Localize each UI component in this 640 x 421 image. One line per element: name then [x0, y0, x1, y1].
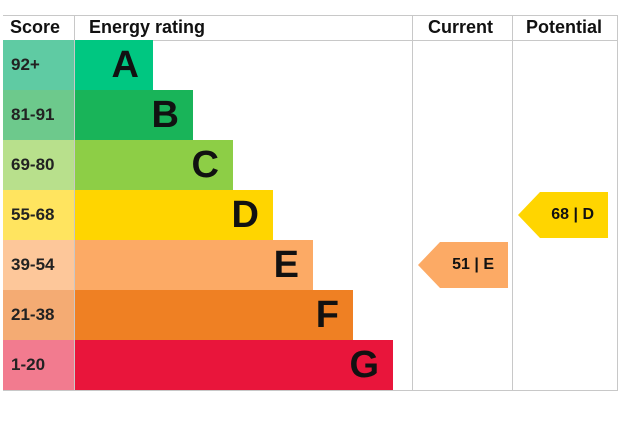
rating-letter-b: B: [151, 94, 179, 136]
current-rating-indicator-label: 51 | E: [452, 256, 494, 273]
rating-bar-g: G: [75, 340, 393, 390]
grid-line-header: [3, 40, 618, 41]
potential-rating-indicator-label: 68 | D: [551, 206, 594, 223]
score-cell-d: 55-68: [3, 190, 74, 240]
rating-bar-d: D: [75, 190, 273, 240]
rating-letter-f: F: [315, 294, 339, 336]
grid-line-top: [3, 15, 618, 16]
rating-bar-c: C: [75, 140, 233, 190]
score-cell-b: 81-91: [3, 90, 74, 140]
header-energy-rating: Energy rating: [89, 17, 206, 37]
score-cell-a: 92+: [3, 40, 74, 90]
score-cell-e: 39-54: [3, 240, 74, 290]
rating-bar-f: F: [75, 290, 353, 340]
header-score: Score: [10, 17, 61, 37]
grid-line-right: [617, 15, 618, 391]
potential-rating-indicator: 68 | D: [518, 192, 608, 238]
rating-bar-e: E: [75, 240, 313, 290]
rating-bar-b: B: [75, 90, 193, 140]
rating-letter-d: D: [231, 194, 259, 236]
rating-letter-g: G: [349, 344, 379, 386]
grid-line-current: [412, 15, 413, 391]
current-rating-indicator: 51 | E: [418, 242, 508, 288]
rating-letter-e: E: [273, 244, 299, 286]
header-current: Current: [428, 17, 494, 37]
header-potential: Potential: [526, 17, 603, 37]
grid-line-potential: [512, 15, 513, 391]
rating-bar-a: A: [75, 40, 153, 90]
score-cell-f: 21-38: [3, 290, 74, 340]
score-cell-c: 69-80: [3, 140, 74, 190]
rating-letter-c: C: [191, 144, 219, 186]
score-cell-g: 1-20: [3, 340, 74, 390]
rating-letter-a: A: [111, 44, 139, 86]
grid-line-score: [74, 15, 75, 391]
grid-line-bottom: [3, 390, 618, 391]
